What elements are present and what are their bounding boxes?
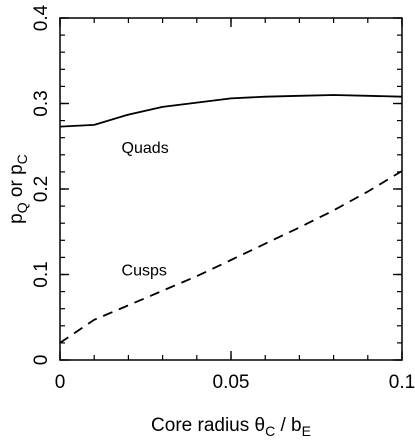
y-axis-title-sub2: C [14, 154, 30, 164]
x-axis-title-sub2: E [302, 423, 311, 439]
x-tick-label: 0.1 [389, 372, 415, 393]
y-tick-label: 0.4 [31, 4, 52, 31]
x-axis-title: Core radius θC / bE [151, 415, 311, 439]
series-labels: Quads Cusps [122, 140, 169, 279]
series-label-quads: Quads [122, 140, 169, 157]
series-line-cusps [59, 170, 403, 344]
plot-frame [59, 17, 403, 361]
y-tick-label: 0 [31, 355, 52, 366]
y-tick-label: 0.3 [31, 90, 52, 116]
series-label-cusps: Cusps [122, 262, 167, 279]
y-axis-title: pQ or pC [6, 154, 30, 224]
x-axis-title-sub1: C [265, 423, 275, 439]
y-axis-title-sub1: Q [14, 202, 30, 213]
y-axis-title-p1: p [6, 213, 27, 224]
x-tick-label: 0.05 [213, 372, 250, 393]
x-axis-title-mid: / b [275, 415, 301, 436]
series-line-quads [59, 94, 403, 128]
y-axis-title-mid: or p [6, 164, 27, 202]
x-axis-title-main: Core radius θ [151, 415, 265, 436]
y-tick-label: 0.2 [31, 176, 52, 202]
y-tick-label: 0.1 [31, 261, 52, 287]
tick-labels: 0 0.05 0.1 0 0.1 0.2 0.3 0.4 [31, 4, 415, 393]
axis-ticks [59, 17, 403, 361]
x-tick-label: 0 [55, 372, 66, 393]
series-lines [59, 94, 403, 344]
